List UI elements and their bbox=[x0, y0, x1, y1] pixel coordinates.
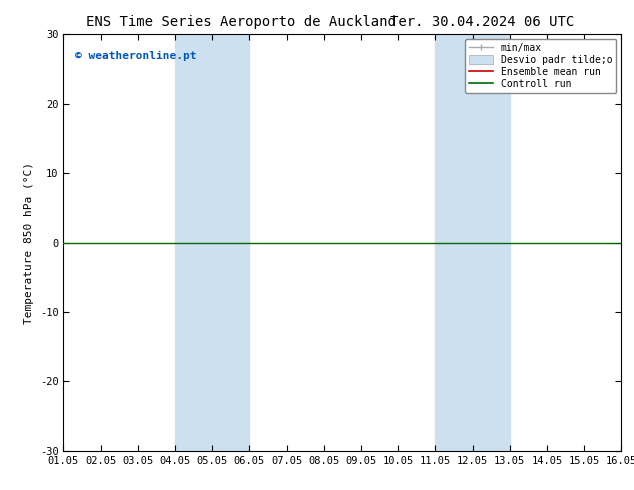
Text: ENS Time Series Aeroporto de Auckland: ENS Time Series Aeroporto de Auckland bbox=[86, 15, 396, 29]
Legend: min/max, Desvio padr tilde;o, Ensemble mean run, Controll run: min/max, Desvio padr tilde;o, Ensemble m… bbox=[465, 39, 616, 93]
Bar bbox=[436, 34, 510, 451]
Bar bbox=[175, 34, 249, 451]
Y-axis label: Temperature 850 hPa (°C): Temperature 850 hPa (°C) bbox=[24, 162, 34, 323]
Text: Ter. 30.04.2024 06 UTC: Ter. 30.04.2024 06 UTC bbox=[390, 15, 574, 29]
Text: © weatheronline.pt: © weatheronline.pt bbox=[75, 51, 196, 61]
